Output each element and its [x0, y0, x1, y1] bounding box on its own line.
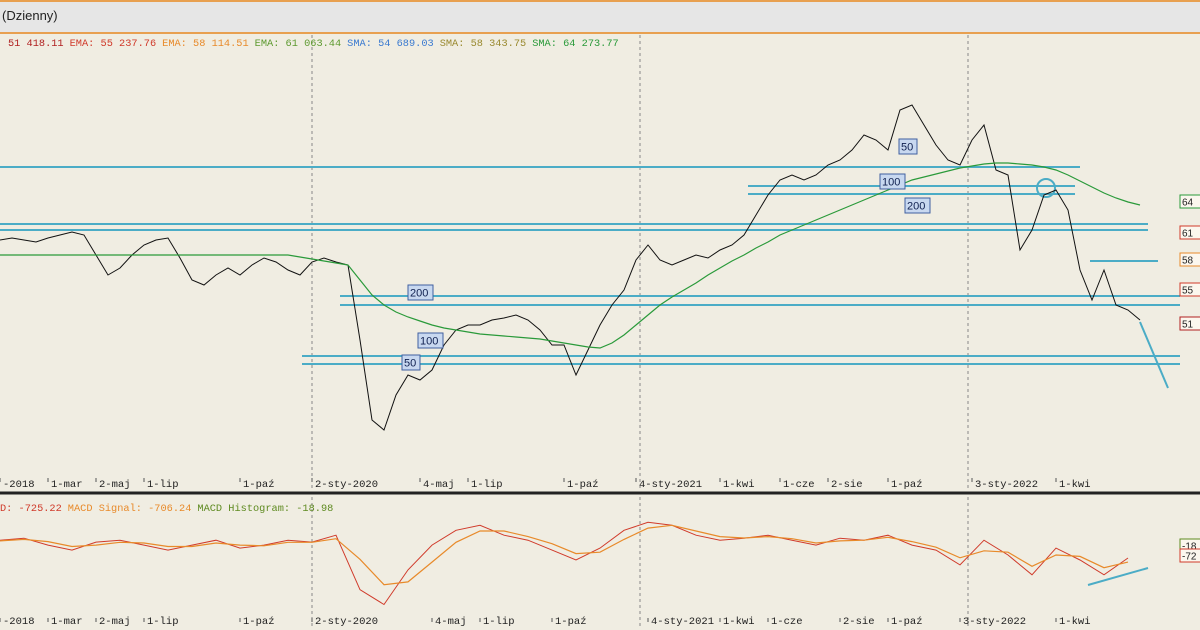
- x-tick-label: 1-paź: [243, 479, 275, 491]
- x-tick-label: 4-sty-2021: [639, 479, 702, 491]
- series-line: [0, 104, 1141, 431]
- legend-entry: SMA: 64 273.77: [532, 38, 619, 50]
- main-legend: 51 418.11 EMA: 55 237.76 EMA: 58 114.51 EMA…: [8, 38, 619, 50]
- x-tick-label: 1-kwi: [723, 616, 755, 628]
- legend-entry: SMA: 54 689.03: [347, 38, 434, 50]
- x-tick-label: 2-maj: [99, 479, 131, 491]
- price-badge-label: 64: [1182, 198, 1194, 209]
- x-tick-label: 1-cze: [783, 479, 815, 491]
- price-badge: [1179, 225, 1200, 240]
- x-tick-label: 2-sie: [843, 616, 875, 628]
- x-tick-label: 1-lip: [471, 479, 503, 491]
- highlight-circle: [1036, 178, 1056, 198]
- year-lines: [311, 35, 969, 628]
- x-tick-label: 2-sty-2020: [315, 616, 378, 628]
- x-tick-label: 4-maj: [435, 616, 467, 628]
- x-tick-label: 2-sie: [831, 479, 863, 491]
- legend-entry: 51 418.11: [8, 38, 64, 50]
- legend-entry: EMA: 61 063.44: [255, 38, 342, 50]
- x-tick-label: 1-cze: [771, 616, 803, 628]
- ma-badge-label: 50: [404, 358, 416, 370]
- legend-entry: SMA: 58 343.75: [440, 38, 527, 50]
- x-tick-label: 1-kwi: [723, 479, 755, 491]
- x-tick-label: 1-kwi: [1059, 479, 1091, 491]
- ma-badge-label: 100: [882, 177, 900, 189]
- price-badge-label: 58: [1182, 256, 1194, 267]
- x-tick-label: -2018: [3, 616, 35, 628]
- x-tick-label: 1-paź: [891, 479, 923, 491]
- price-badge-label: 61: [1182, 229, 1194, 240]
- price-badge: [1179, 316, 1200, 331]
- legend-entry: EMA: 55 237.76: [70, 38, 157, 50]
- price-badge-label: -72: [1182, 552, 1197, 563]
- macd-legend: D: -725.22 MACD Signal: -706.24 MACD Histo…: [0, 503, 333, 515]
- x-tick-label: 1-paź: [555, 616, 587, 628]
- x-tick-label: 1-paź: [891, 616, 923, 628]
- x-tick-label: 1-paź: [567, 479, 599, 491]
- ma-badge: [904, 197, 931, 214]
- x-tick-label: 1-mar: [51, 479, 83, 491]
- window-title: (Dzienny): [2, 8, 58, 23]
- x-tick-label: 1-kwi: [1059, 616, 1091, 628]
- legend-entry: EMA: 58 114.51: [162, 38, 249, 50]
- x-tick-label: 1-lip: [483, 616, 515, 628]
- x-tick-label: 3-sty-2022: [963, 616, 1026, 628]
- legend-entry: D: -725.22: [0, 503, 62, 515]
- series-line: [0, 524, 1129, 586]
- x-tick-label: -2018: [3, 479, 35, 491]
- price-badge: [1179, 548, 1200, 563]
- price-badge: [1179, 282, 1200, 297]
- legend-entry: MACD Signal: -706.24: [68, 503, 192, 515]
- x-tick-label: 1-paź: [243, 616, 275, 628]
- series-line: [0, 162, 1141, 349]
- ma-badge: [407, 284, 434, 301]
- x-tick-label: 1-lip: [147, 616, 179, 628]
- x-tick-label: 4-maj: [423, 479, 455, 491]
- ma-badge-label: 200: [410, 288, 428, 300]
- ma-badge-label: 100: [420, 336, 438, 348]
- macd-trend-line: [1087, 567, 1149, 586]
- ma-badge: [417, 332, 444, 349]
- legend-entry: MACD Histogram: -18.98: [197, 503, 333, 515]
- ma-badge: [898, 138, 918, 155]
- x-tick-label: 1-mar: [51, 616, 83, 628]
- x-tick-label: 2-sty-2020: [315, 479, 378, 491]
- title-bar: [0, 0, 1200, 32]
- price-badge: [1179, 194, 1200, 209]
- price-badge: [1179, 252, 1200, 267]
- price-badge-label: 55: [1182, 286, 1194, 297]
- ma-badge: [879, 173, 906, 190]
- ma-badge-label: 200: [907, 201, 925, 213]
- x-tick-label: 2-maj: [99, 616, 131, 628]
- ma-badge: [401, 354, 421, 371]
- x-tick-label: 1-lip: [147, 479, 179, 491]
- price-badge-label: 51: [1182, 320, 1194, 331]
- x-tick-label: 4-sty-2021: [651, 616, 714, 628]
- price-badge-label: -18: [1182, 542, 1197, 553]
- x-tick-label: 3-sty-2022: [975, 479, 1038, 491]
- ma-badge-label: 50: [901, 142, 913, 154]
